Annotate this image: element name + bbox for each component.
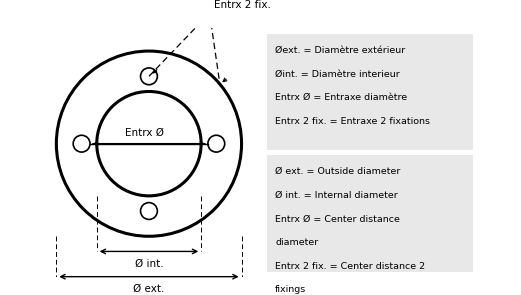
Text: diameter: diameter [275, 238, 318, 247]
Circle shape [208, 135, 225, 152]
Text: Entrx Ø = Entraxe diamètre: Entrx Ø = Entraxe diamètre [275, 93, 407, 102]
Text: Entrx Ø = Center distance: Entrx Ø = Center distance [275, 214, 400, 223]
Text: Øint. = Diamètre interieur: Øint. = Diamètre interieur [275, 70, 400, 78]
Text: Ø int. = Internal diameter: Ø int. = Internal diameter [275, 191, 398, 200]
FancyBboxPatch shape [267, 155, 473, 272]
Text: Entrx 2 fix.: Entrx 2 fix. [214, 0, 270, 10]
Text: Entrx Ø: Entrx Ø [125, 128, 164, 138]
Text: Øext. = Diamètre extérieur: Øext. = Diamètre extérieur [275, 46, 405, 55]
Circle shape [141, 203, 157, 219]
Text: Ø ext. = Outside diameter: Ø ext. = Outside diameter [275, 167, 401, 176]
Text: Entrx 2 fix. = Entraxe 2 fixations: Entrx 2 fix. = Entraxe 2 fixations [275, 117, 430, 126]
Text: Ø ext.: Ø ext. [133, 284, 165, 294]
FancyBboxPatch shape [267, 34, 473, 150]
Text: fixings: fixings [275, 285, 306, 294]
Text: Ø int.: Ø int. [134, 259, 163, 269]
Circle shape [141, 68, 157, 85]
Circle shape [56, 51, 242, 236]
Circle shape [73, 135, 90, 152]
Text: Entrx 2 fix. = Center distance 2: Entrx 2 fix. = Center distance 2 [275, 262, 425, 271]
Circle shape [97, 91, 201, 196]
